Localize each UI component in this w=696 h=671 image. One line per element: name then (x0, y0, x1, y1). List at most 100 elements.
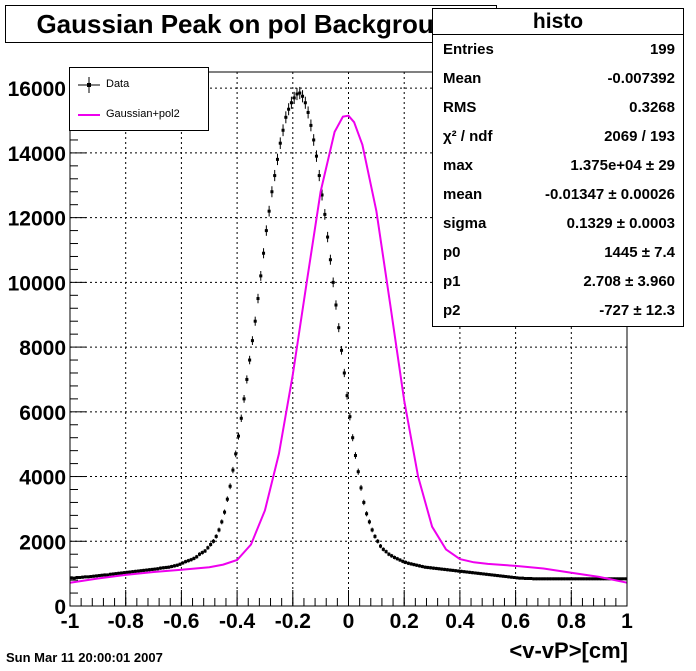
data-point (359, 486, 363, 490)
data-point (75, 576, 79, 580)
data-point (262, 251, 266, 255)
x-tick-label: -0.2 (275, 610, 311, 633)
data-point (97, 574, 101, 578)
data-point (395, 557, 399, 561)
legend-fit-label: Gaussian+pol2 (106, 108, 180, 120)
data-point (334, 303, 338, 307)
data-point (94, 574, 98, 578)
x-tick-label: 0.8 (557, 610, 587, 633)
x-tick-label: 0 (343, 610, 355, 633)
data-point (518, 576, 522, 580)
data-point (521, 576, 525, 580)
stats-value: 2069 / 193 (604, 128, 675, 145)
stats-row-p1: p1 2.708 ± 3.960 (433, 267, 683, 296)
data-point (192, 556, 196, 560)
data-point (92, 574, 96, 578)
stats-value: -0.01347 ± 0.00026 (544, 186, 675, 203)
data-point (245, 377, 249, 381)
data-point (145, 568, 149, 572)
data-point (401, 559, 405, 563)
data-point (420, 565, 424, 569)
data-point (582, 577, 586, 581)
data-point (526, 576, 530, 580)
data-point (131, 570, 135, 574)
data-point (287, 107, 291, 111)
data-point (331, 280, 335, 284)
stats-row-fit-mean: mean -0.01347 ± 0.00026 (433, 180, 683, 209)
data-point (248, 358, 252, 362)
data-point (470, 571, 474, 575)
data-point (351, 436, 355, 440)
data-point (78, 576, 82, 580)
data-point (457, 569, 461, 573)
stats-label: p1 (443, 273, 461, 290)
data-point (298, 91, 302, 95)
data-point (122, 571, 126, 575)
data-point (175, 563, 179, 567)
data-point (86, 575, 90, 579)
y-tick-label: 14000 (8, 143, 66, 166)
data-point (440, 567, 444, 571)
data-point (186, 559, 190, 563)
data-point (362, 500, 366, 504)
stats-value: 1.375e+04 ± 29 (570, 157, 675, 174)
y-tick-label: 2000 (19, 531, 66, 554)
data-point (459, 569, 463, 573)
fit-line (69, 114, 628, 584)
data-point (373, 534, 377, 538)
data-point (184, 560, 188, 564)
data-point (462, 570, 466, 574)
legend-data-label: Data (106, 78, 130, 90)
data-point (367, 520, 371, 524)
legend-data-marker (87, 83, 91, 87)
stats-label: max (443, 157, 474, 174)
data-point (434, 566, 438, 570)
data-point (504, 575, 508, 579)
stats-row-mean: Mean -0.007392 (433, 64, 683, 93)
data-point (295, 92, 299, 96)
data-point (590, 577, 594, 581)
data-point (256, 297, 260, 301)
data-point (476, 571, 480, 575)
data-point (585, 577, 589, 581)
x-tick-label: -0.8 (108, 610, 145, 633)
data-point (81, 575, 85, 579)
data-point (161, 566, 165, 570)
data-point (379, 544, 383, 548)
data-point (498, 574, 502, 578)
data-point (320, 193, 324, 197)
data-point (557, 577, 561, 581)
data-point (214, 534, 218, 538)
data-point (523, 576, 527, 580)
data-point (278, 141, 282, 145)
data-point (267, 209, 271, 213)
data-point (326, 235, 330, 239)
data-point (571, 577, 575, 581)
data-point (172, 564, 176, 568)
data-point (587, 577, 591, 581)
data-point (236, 434, 240, 438)
data-point (323, 212, 327, 216)
data-point (228, 484, 232, 488)
data-point (317, 174, 321, 178)
x-tick-label: 0.6 (501, 610, 530, 633)
data-point (303, 101, 307, 105)
data-point (490, 573, 494, 577)
data-point (100, 573, 104, 577)
data-point (562, 577, 566, 581)
data-point (200, 551, 204, 555)
data-point (370, 528, 374, 532)
y-tick-label: 8000 (19, 337, 66, 360)
data-point (615, 577, 619, 581)
data-point (356, 470, 360, 474)
data-point (596, 577, 600, 581)
data-point (189, 558, 193, 562)
data-point (423, 565, 427, 569)
data-point (406, 561, 410, 565)
data-point (443, 567, 447, 571)
stats-label: χ² / ndf (443, 128, 493, 145)
data-point (345, 394, 349, 398)
stats-row-chi2: χ² / ndf 2069 / 193 (433, 122, 683, 151)
data-point (156, 567, 160, 571)
